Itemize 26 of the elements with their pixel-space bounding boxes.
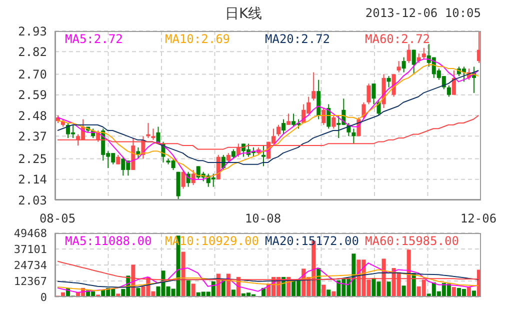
y-tick-label: 2.25 [18,152,47,166]
x-tick-label: 10-08 [244,212,282,226]
y-tick-label: 49468 [14,226,47,240]
y-tick-label: 2.82 [18,44,47,59]
text: MA10:2.69 [165,32,230,46]
text: MA5:2.72 [65,32,123,46]
y-tick-label: 37101 [14,242,47,256]
text: MA20:15172.00 [265,234,359,248]
y-tick-label: 2.03 [18,193,47,208]
text: MA60:2.72 [365,32,430,46]
y-tick-label: 12367 [14,274,47,288]
y-tick-label: 24734 [14,258,48,272]
y-tick-label: 0 [40,290,47,304]
chart-title: 日K线 [225,5,262,23]
text: MA20:2.72 [265,32,330,46]
y-tick-label: 2.70 [18,67,47,82]
y-tick-label: 2.37 [18,129,47,144]
chart-subtitle: 2013-12-06 10:05 [365,6,481,20]
x-tick-label: 12-06 [460,212,497,226]
y-tick-label: 2.59 [18,88,47,102]
y-tick-label: 2.48 [18,108,47,123]
y-tick-label: 2.93 [18,24,47,38]
x-tick-label: 08-05 [39,212,76,226]
text: MA60:15985.00 [365,234,459,248]
y-tick-label: 2.14 [18,172,47,187]
text: MA5:11088.00 [65,234,152,248]
